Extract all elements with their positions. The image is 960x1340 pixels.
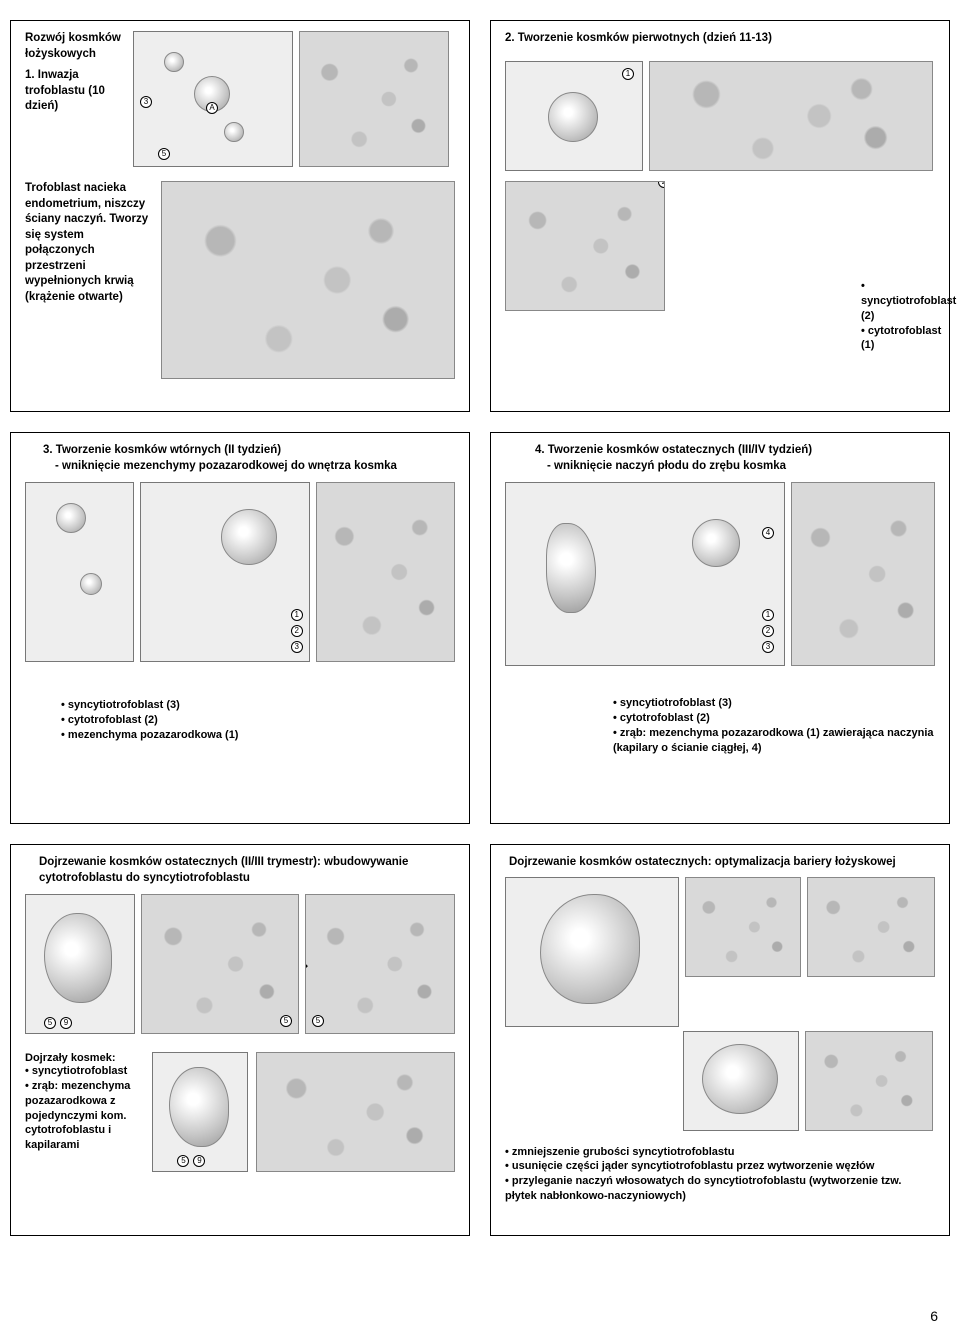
c5-title: Dojrzewanie kosmków ostatecznych (II/III…	[25, 855, 455, 886]
cell-3: 3. Tworzenie kosmków wtórnych (II tydzie…	[10, 432, 470, 824]
list-item: zmniejszenie grubości syncytiotrofoblast…	[505, 1145, 935, 1160]
c3-list: syncytiotrofoblast (3) cytotrofoblast (2…	[61, 698, 455, 743]
list-item: zrąb: mezenchyma pozazarodkowa z pojedyn…	[25, 1079, 144, 1153]
list-item: syncytiotrofoblast (3)	[61, 698, 455, 713]
list-item: usunięcie części jąder syncytiotrofoblas…	[505, 1159, 935, 1174]
c3-sub: - wniknięcie mezenchymy pozazarodkowej d…	[43, 459, 455, 475]
c1-subtitle: 1. Inwazja trofoblastu (10 dzień)	[25, 68, 125, 115]
page-number: 6	[930, 1308, 938, 1324]
list-item: mezenchyma pozazarodkowa (1)	[61, 728, 455, 743]
c3-diagram-2: 1 2 3	[140, 482, 309, 662]
c3-title: 3. Tworzenie kosmków wtórnych (II tydzie…	[43, 443, 455, 459]
c5-micrograph-1: 5	[141, 894, 299, 1034]
c6-diagram-1	[505, 877, 679, 1027]
list-item: cytotrofoblast (1)	[861, 324, 956, 354]
cell-1: Rozwój kosmków łożyskowych 1. Inwazja tr…	[10, 20, 470, 412]
c6-micrograph-2	[807, 877, 935, 977]
list-item: syncytiotrofoblast (2)	[861, 279, 956, 324]
c4-list: syncytiotrofoblast (3) cytotrofoblast (2…	[613, 696, 935, 755]
c1-micrograph-2	[161, 181, 455, 379]
c3-micrograph	[316, 482, 455, 662]
c5-diagram-1: 5 9	[25, 894, 135, 1034]
cell-5: Dojrzewanie kosmków ostatecznych (II/III…	[10, 844, 470, 1236]
list-item: cytotrofoblast (2)	[61, 713, 455, 728]
c1-paragraph: Trofoblast nacieka endometrium, niszczy …	[25, 181, 153, 305]
c5-diagram-2: 5 9	[152, 1052, 248, 1172]
c2-list: syncytiotrofoblast (2) cytotrofoblast (1…	[861, 279, 956, 353]
c1-title: Rozwój kosmków łożyskowych	[25, 31, 125, 62]
arrow-icon: ➔	[305, 953, 308, 979]
c6-diagram-2	[683, 1031, 799, 1131]
c4-sub: - wniknięcie naczyń płodu do zrębu kosmk…	[535, 459, 935, 475]
c3-diagram-1	[25, 482, 134, 662]
list-item: przyleganie naczyń włosowatych do syncyt…	[505, 1174, 935, 1204]
c5-micrograph-3	[256, 1052, 455, 1172]
c6-micrograph-3	[805, 1031, 933, 1131]
list-item: zrąb: mezenchyma pozazarodkowa (1) zawie…	[613, 726, 935, 756]
c1-diagram: 3 5 A	[133, 31, 293, 167]
c6-list: zmniejszenie grubości syncytiotrofoblast…	[505, 1145, 935, 1204]
c2-micrograph-2: 2	[505, 181, 665, 311]
c2-title: 2. Tworzenie kosmków pierwotnych (dzień …	[505, 31, 935, 47]
list-item: syncytiotrofoblast (3)	[613, 696, 935, 711]
slide-grid: Rozwój kosmków łożyskowych 1. Inwazja tr…	[0, 0, 960, 1256]
c1-micrograph-1	[299, 31, 449, 167]
list-item: cytotrofoblast (2)	[613, 711, 935, 726]
c5-dojrzaly: Dojrzały kosmek:	[25, 1052, 144, 1064]
list-item: syncytiotrofoblast	[25, 1064, 144, 1079]
c6-title: Dojrzewanie kosmków ostatecznych: optyma…	[505, 855, 935, 871]
c5-micrograph-2: ➔ 5	[305, 894, 455, 1034]
c4-diagram: 4 1 2 3	[505, 482, 785, 666]
cell-2: 2. Tworzenie kosmków pierwotnych (dzień …	[490, 20, 950, 412]
c4-title: 4. Tworzenie kosmków ostatecznych (III/I…	[535, 443, 935, 459]
c6-micrograph-1	[685, 877, 801, 977]
c2-diagram-top: 1	[505, 61, 643, 171]
c2-micrograph-1	[649, 61, 933, 171]
c5-list: syncytiotrofoblast zrąb: mezenchyma poza…	[25, 1064, 144, 1153]
cell-6: Dojrzewanie kosmków ostatecznych: optyma…	[490, 844, 950, 1236]
cell-4: 4. Tworzenie kosmków ostatecznych (III/I…	[490, 432, 950, 824]
c4-micrograph	[791, 482, 935, 666]
